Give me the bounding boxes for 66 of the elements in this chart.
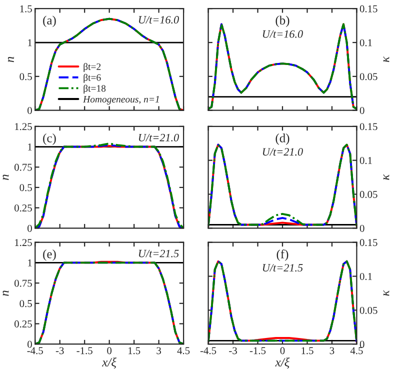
y-axis-title: κ	[383, 174, 390, 180]
y-tick-label: 0.75	[14, 280, 32, 287]
y-tick-label: 1.25	[15, 239, 32, 246]
y-tick-label: 0.15	[360, 239, 378, 246]
y-tick-label: 0	[360, 107, 364, 114]
y-axis-title: κ	[383, 56, 390, 62]
x-tick-label: 4.5	[177, 347, 190, 354]
y-tick-label: 0	[28, 224, 32, 232]
x-tick-label: 3	[330, 347, 334, 354]
x-tick-label: -1.5	[76, 347, 92, 354]
annotation: U/t=21.5	[138, 250, 179, 258]
y-tick-label: 1.5	[20, 5, 32, 12]
y-axis-title: n	[2, 174, 9, 180]
y-tick-label: 0.15	[360, 5, 378, 12]
legend-label: βt=18	[84, 84, 106, 94]
y-tick-label: 0	[28, 107, 32, 114]
y-tick-label: 0.25	[14, 320, 32, 328]
y-tick-label: 0.5	[20, 73, 32, 80]
x-axis-title: x/ξ	[102, 358, 117, 369]
y-tick-label: 0	[28, 340, 32, 348]
annotation: U/t=21.5	[262, 264, 303, 272]
y-tick-label: 0.75	[14, 164, 32, 171]
y-tick-label: 1	[28, 259, 32, 266]
y-tick-label: 0.05	[360, 306, 378, 314]
annotation: U/t=16.0	[138, 16, 179, 24]
annotation: U/t=16.0	[262, 30, 303, 38]
y-axis-title: n	[8, 56, 14, 62]
y-tick-label: 0.5	[20, 184, 32, 192]
x-axis-title: x/ξ	[275, 358, 290, 369]
y-tick-label: 1.25	[15, 123, 32, 130]
x-tick-label: -4.5	[200, 347, 216, 354]
y-tick-label: 0.1	[360, 39, 372, 46]
y-tick-label: 0.05	[360, 190, 378, 198]
x-tick-label: 0	[280, 347, 285, 354]
y-tick-label: 0.1	[360, 272, 372, 280]
y-tick-label: 0.15	[360, 123, 378, 130]
legend-label: βt=2	[84, 63, 101, 72]
annotation: (d)	[276, 134, 290, 145]
annotation: (b)	[276, 16, 290, 28]
y-tick-label: 0	[360, 224, 364, 232]
y-axis-title: n	[2, 290, 9, 296]
annotation: U/t=21.0	[138, 134, 179, 142]
annotation: U/t=21.0	[262, 148, 303, 156]
annotation: (f)	[276, 249, 288, 261]
x-tick-label: -3	[56, 347, 64, 354]
y-tick-label: 1	[28, 143, 32, 150]
y-tick-label: 0.1	[360, 157, 372, 164]
x-tick-label: 0	[107, 347, 112, 354]
x-tick-label: -4.5	[27, 347, 43, 354]
x-tick-label: 1.5	[302, 347, 314, 354]
annotation: (e)	[43, 249, 56, 261]
legend-label: Homogeneous, n=1	[82, 96, 159, 104]
y-axis-title: κ	[383, 290, 390, 296]
x-tick-label: 3	[156, 347, 161, 354]
y-tick-label: 1	[28, 39, 32, 46]
y-tick-label: 0	[360, 340, 364, 348]
y-tick-label: 0.05	[360, 73, 378, 80]
y-tick-label: 0.25	[14, 204, 32, 212]
annotation: (c)	[43, 134, 56, 145]
x-tick-label: 1.5	[128, 347, 140, 354]
x-tick-label: 4.5	[350, 347, 363, 354]
x-tick-label: -1.5	[250, 347, 266, 354]
legend-label: βt=6	[84, 74, 101, 83]
annotation: (a)	[43, 16, 56, 28]
x-tick-label: -3	[229, 347, 237, 354]
y-tick-label: 0.5	[20, 300, 32, 308]
